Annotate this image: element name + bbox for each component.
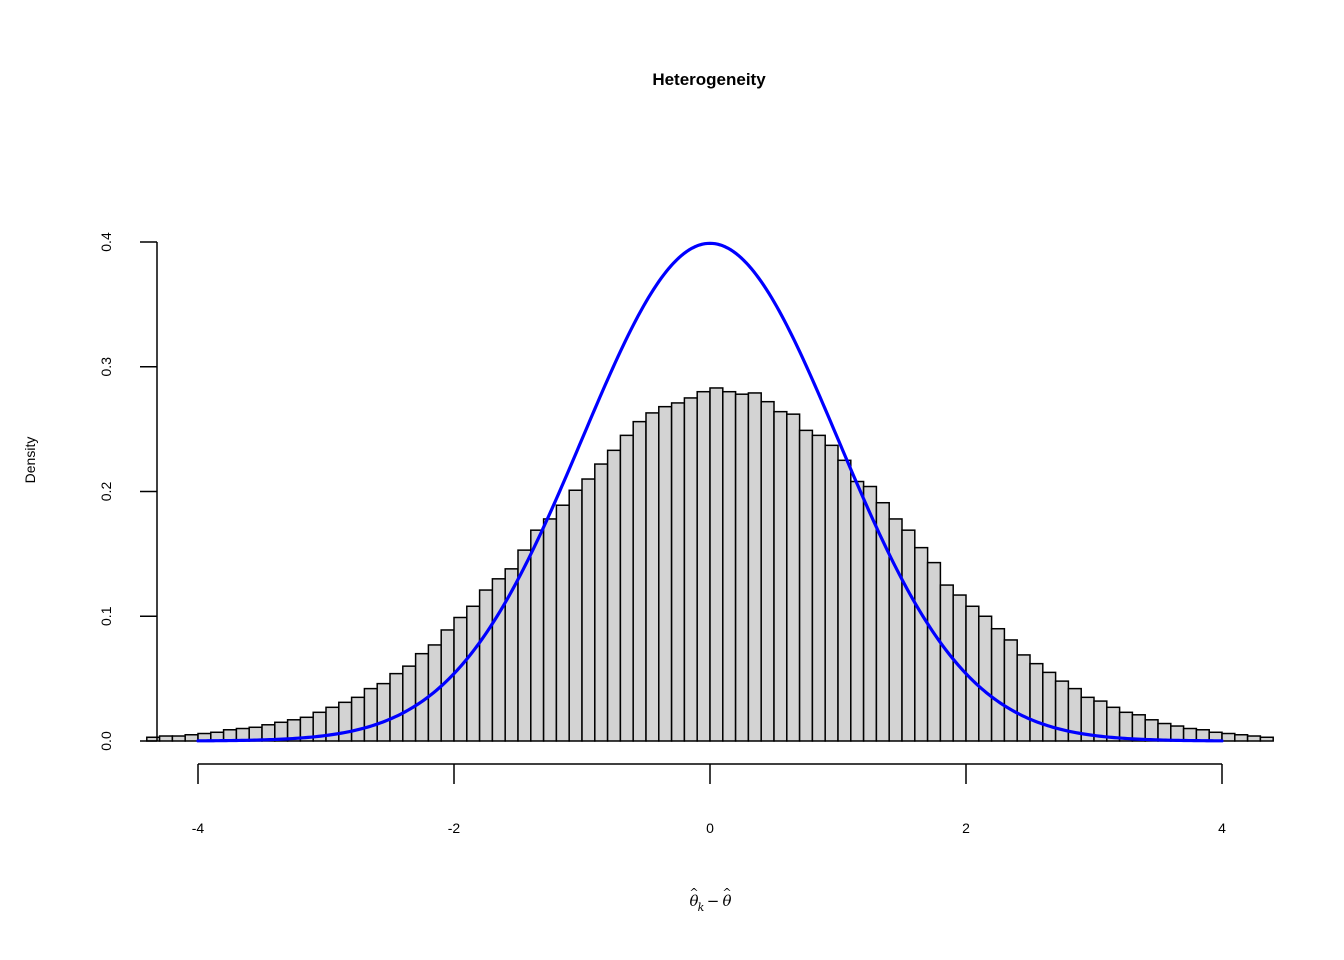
histogram-bar [606, 449, 622, 742]
histogram-bar [696, 390, 711, 742]
histogram-bar [824, 444, 839, 742]
histogram-bar [1221, 732, 1236, 742]
histogram-bar [1259, 736, 1274, 742]
histogram-bar [990, 627, 1006, 742]
histogram-bar [594, 463, 609, 742]
histogram-bar [1003, 639, 1018, 742]
x-axis-tick-label: -2 [448, 820, 461, 836]
chart-title: Heterogeneity [652, 70, 766, 89]
histogram-bar [466, 605, 481, 742]
histogram-bar [555, 504, 570, 742]
x-axis-label-hat-accent-1: ^ [689, 886, 698, 899]
histogram-bar [1042, 671, 1057, 742]
histogram-bar [978, 615, 993, 742]
x-axis-tick-label: -4 [192, 820, 205, 836]
histogram-bar [645, 412, 660, 742]
x-axis-label-theta-hat-k: θ [689, 892, 698, 910]
histogram-bar [901, 529, 916, 742]
histogram-bar [850, 480, 865, 742]
histogram-bar [1029, 662, 1044, 742]
histogram-bar [773, 410, 788, 742]
histogram-bar [530, 529, 545, 742]
histogram-bar [1131, 714, 1146, 742]
x-axis-label: θ ^ k − θ ^ [689, 886, 731, 914]
histogram-bar [376, 682, 391, 742]
histogram-bar [760, 400, 775, 742]
histogram-bar [786, 413, 801, 742]
histogram-bar [171, 735, 186, 742]
x-axis-label-operator: − [707, 892, 720, 910]
histogram-bar [914, 546, 929, 742]
histogram-bar [1246, 735, 1262, 742]
x-axis-tick-label: 2 [962, 820, 970, 836]
y-axis-tick-label: 0.4 [98, 232, 114, 252]
histogram-bar [338, 701, 353, 742]
histogram-bar [1016, 654, 1031, 742]
histogram-bar [811, 434, 826, 742]
y-axis-tick-label: 0.0 [98, 731, 114, 751]
histogram-bar [722, 390, 737, 742]
x-axis-tick-label: 4 [1218, 820, 1226, 836]
histogram-bar [734, 393, 750, 742]
histogram-bar [542, 518, 558, 742]
histogram-bar [747, 392, 762, 742]
axes: -4 -2 0 2 4 0.0 0.1 0.2 0.3 0.4 [98, 232, 1226, 836]
histogram-bar [350, 696, 366, 742]
y-axis-label: Density [22, 437, 38, 484]
histogram-bar [632, 420, 647, 742]
histogram-bar [939, 584, 954, 742]
histogram-bar [1144, 719, 1159, 742]
histogram-bar [670, 402, 686, 742]
x-axis-label-subscript: k [698, 901, 705, 914]
histogram-bar [888, 518, 903, 742]
histogram-bar [837, 459, 852, 742]
histogram-bar [402, 665, 417, 742]
histogram-bar [709, 387, 724, 742]
histogram-bar [658, 405, 673, 742]
density-curve-layer [196, 241, 1224, 743]
histogram-bar [453, 616, 468, 742]
histogram-bar [184, 734, 199, 742]
histogram-bar [619, 434, 634, 742]
x-axis-label-theta-hat: θ [722, 892, 731, 910]
y-axis-tick-label: 0.2 [98, 482, 114, 502]
histogram-bar [683, 397, 698, 742]
histogram-bar [798, 429, 814, 742]
y-axis-tick-label: 0.1 [98, 606, 114, 626]
histogram-bar [363, 687, 378, 742]
histogram-bar [568, 489, 583, 742]
histogram-bar [389, 672, 404, 742]
histogram-bar [158, 735, 174, 742]
normal-density-curve [196, 241, 1224, 743]
histogram-bars [146, 387, 1274, 742]
histogram-bar [581, 478, 596, 742]
x-axis-label-hat-accent-2: ^ [722, 886, 731, 899]
histogram-bar [504, 568, 519, 742]
histogram-bar [926, 561, 942, 742]
histogram-bar [478, 589, 494, 742]
histogram-bar [1234, 734, 1249, 742]
y-axis-tick-label: 0.3 [98, 357, 114, 377]
x-axis-tick-label: 0 [706, 820, 714, 836]
